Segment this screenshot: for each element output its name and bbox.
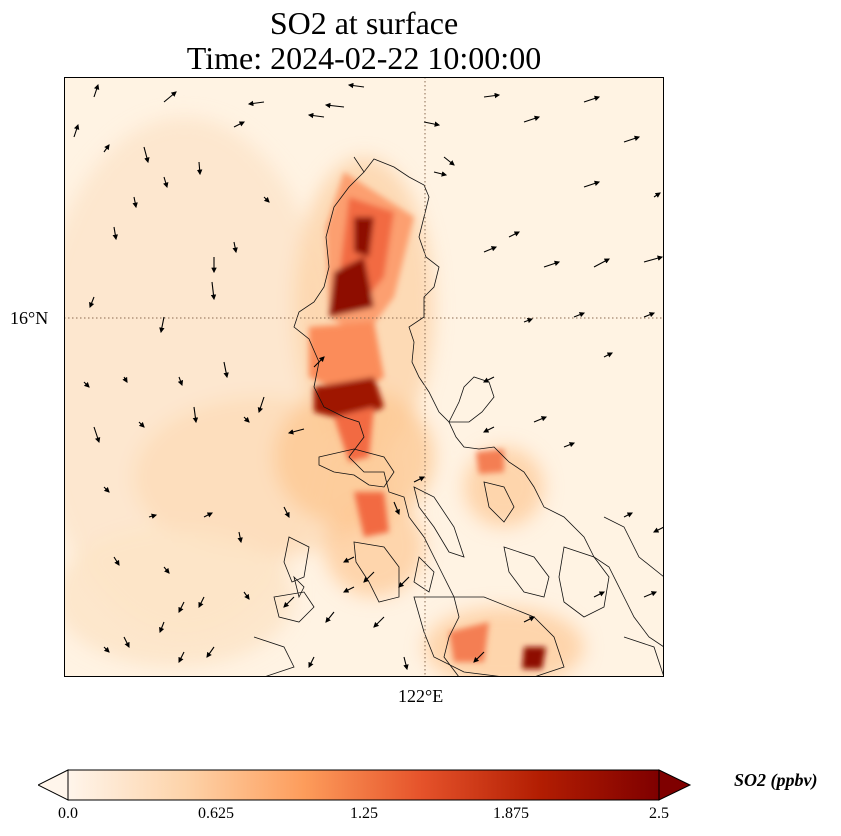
colorbar-gradient bbox=[67, 769, 660, 801]
so2-plume-diffuse bbox=[64, 117, 584, 677]
colorbar-label: SO2 (ppbv) bbox=[734, 770, 818, 790]
colorbar-tick: 0.0 bbox=[58, 805, 78, 822]
latitude-tick-label: 16°N bbox=[10, 308, 49, 328]
coastlines bbox=[253, 156, 664, 677]
map-time-subtitle: Time: 2024-02-22 10:00:00 bbox=[186, 40, 542, 76]
so2-map-panel bbox=[64, 77, 664, 677]
so2-plume-core bbox=[309, 172, 546, 669]
wind-vectors bbox=[73, 82, 664, 671]
colorbar-tick: 1.25 bbox=[350, 805, 378, 822]
colorbar-min-extension bbox=[38, 769, 69, 801]
colorbar-max-extension bbox=[658, 769, 692, 801]
longitude-tick-label: 122°E bbox=[398, 686, 444, 706]
colorbar-tick: 2.5 bbox=[649, 805, 669, 822]
map-title: SO2 at surface bbox=[269, 5, 459, 41]
map-frame bbox=[64, 77, 664, 677]
colorbar bbox=[38, 769, 692, 801]
colorbar-tick: 0.625 bbox=[198, 805, 234, 822]
colorbar-tick: 1.875 bbox=[493, 805, 529, 822]
